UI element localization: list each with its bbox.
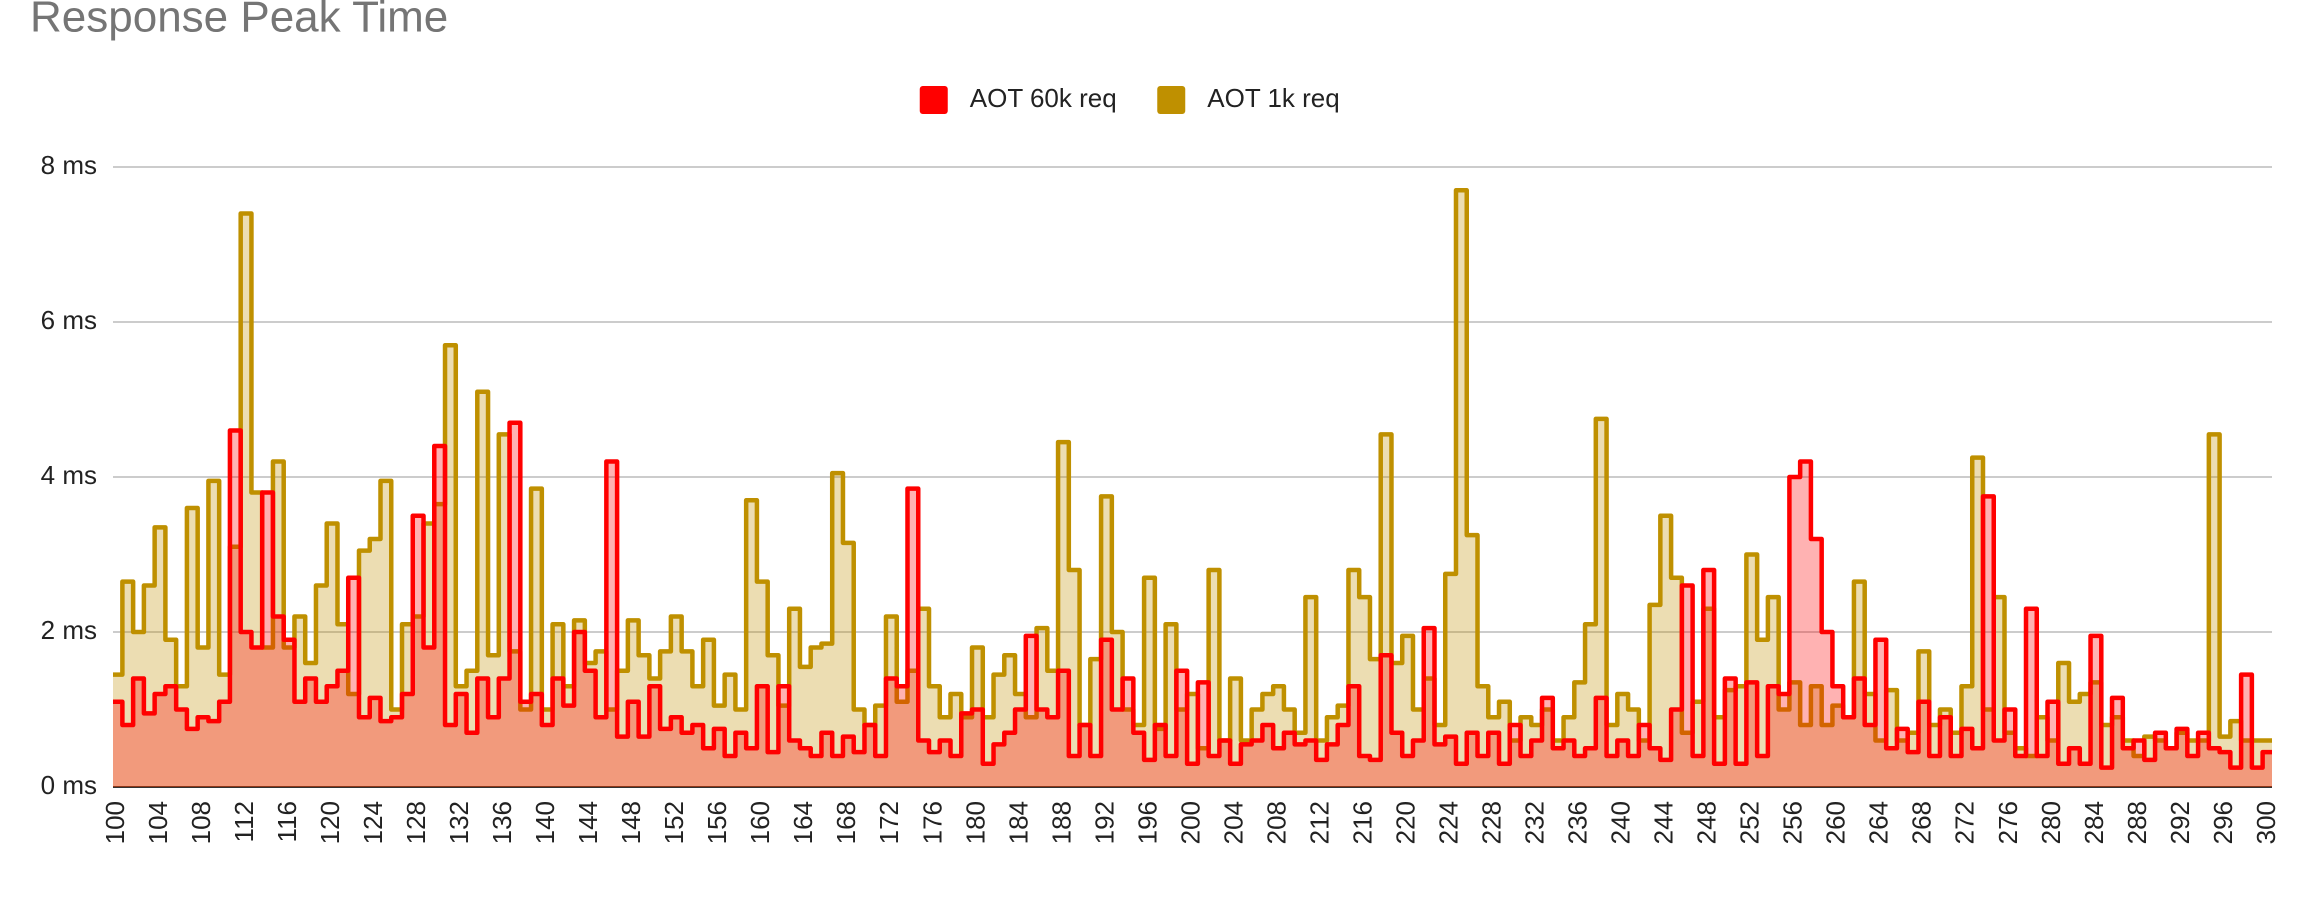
x-tick-label: 256 xyxy=(1778,801,1808,844)
x-tick-label: 152 xyxy=(659,801,689,844)
y-tick-label: 4 ms xyxy=(41,460,97,490)
x-tick-label: 236 xyxy=(1563,801,1593,844)
y-tick-label: 0 ms xyxy=(41,770,97,800)
x-tick-label: 220 xyxy=(1390,801,1420,844)
x-tick-label: 184 xyxy=(1003,801,1033,844)
chart-title: Response Peak Time xyxy=(30,0,448,42)
series-area xyxy=(113,190,2272,787)
legend-label: AOT 60k req xyxy=(970,83,1117,113)
x-tick-label: 100 xyxy=(100,801,130,844)
x-tick-label: 276 xyxy=(1993,801,2023,844)
x-tick-label: 244 xyxy=(1649,801,1679,844)
y-tick-label: 6 ms xyxy=(41,305,97,335)
x-tick-label: 208 xyxy=(1261,801,1291,844)
x-tick-label: 232 xyxy=(1520,801,1550,844)
x-tick-label: 268 xyxy=(1907,801,1937,844)
x-tick-label: 116 xyxy=(272,801,302,842)
x-tick-label: 264 xyxy=(1864,801,1894,844)
x-tick-label: 176 xyxy=(917,801,947,844)
x-tick-label: 132 xyxy=(444,801,474,844)
x-tick-label: 296 xyxy=(2208,801,2238,844)
x-tick-label: 272 xyxy=(1950,801,1980,844)
x-tick-label: 280 xyxy=(2036,801,2066,844)
x-tick-label: 140 xyxy=(530,801,560,844)
x-tick-label: 128 xyxy=(401,801,431,844)
y-tick-label: 2 ms xyxy=(41,615,97,645)
legend-swatch xyxy=(919,86,948,114)
legend-swatch xyxy=(1157,86,1186,114)
x-tick-label: 252 xyxy=(1735,801,1765,844)
x-tick-label: 136 xyxy=(487,801,517,844)
x-tick-label: 124 xyxy=(358,801,388,844)
x-tick-label: 148 xyxy=(616,801,646,844)
x-tick-label: 112 xyxy=(229,801,259,842)
x-tick-label: 192 xyxy=(1089,801,1119,844)
x-tick-label: 288 xyxy=(2122,801,2152,844)
x-tick-label: 248 xyxy=(1692,801,1722,844)
x-tick-label: 180 xyxy=(960,801,990,844)
x-tick-label: 160 xyxy=(745,801,775,844)
x-tick-label: 204 xyxy=(1218,801,1248,844)
series-area xyxy=(113,422,2272,787)
x-tick-label: 284 xyxy=(2079,801,2109,844)
x-tick-label: 240 xyxy=(1606,801,1636,844)
x-tick-label: 212 xyxy=(1304,801,1334,844)
x-tick-label: 188 xyxy=(1046,801,1076,844)
x-tick-label: 216 xyxy=(1347,801,1377,844)
y-tick-label: 8 ms xyxy=(41,150,97,180)
x-tick-label: 200 xyxy=(1175,801,1205,844)
legend-label: AOT 1k req xyxy=(1207,83,1339,113)
x-tick-label: 156 xyxy=(702,801,732,844)
x-tick-label: 172 xyxy=(874,801,904,844)
x-tick-label: 292 xyxy=(2165,801,2195,844)
x-tick-label: 196 xyxy=(1132,801,1162,844)
x-tick-label: 144 xyxy=(573,801,603,844)
x-tick-label: 300 xyxy=(2251,801,2281,844)
series-line xyxy=(113,420,2272,770)
x-tick-label: 164 xyxy=(788,801,818,844)
x-tick-label: 120 xyxy=(315,801,345,844)
x-tick-label: 260 xyxy=(1821,801,1851,844)
x-tick-label: 108 xyxy=(186,801,216,844)
x-tick-label: 168 xyxy=(831,801,861,844)
x-tick-label: 228 xyxy=(1477,801,1507,844)
x-tick-label: 104 xyxy=(143,801,173,844)
x-tick-label: 224 xyxy=(1433,801,1463,844)
